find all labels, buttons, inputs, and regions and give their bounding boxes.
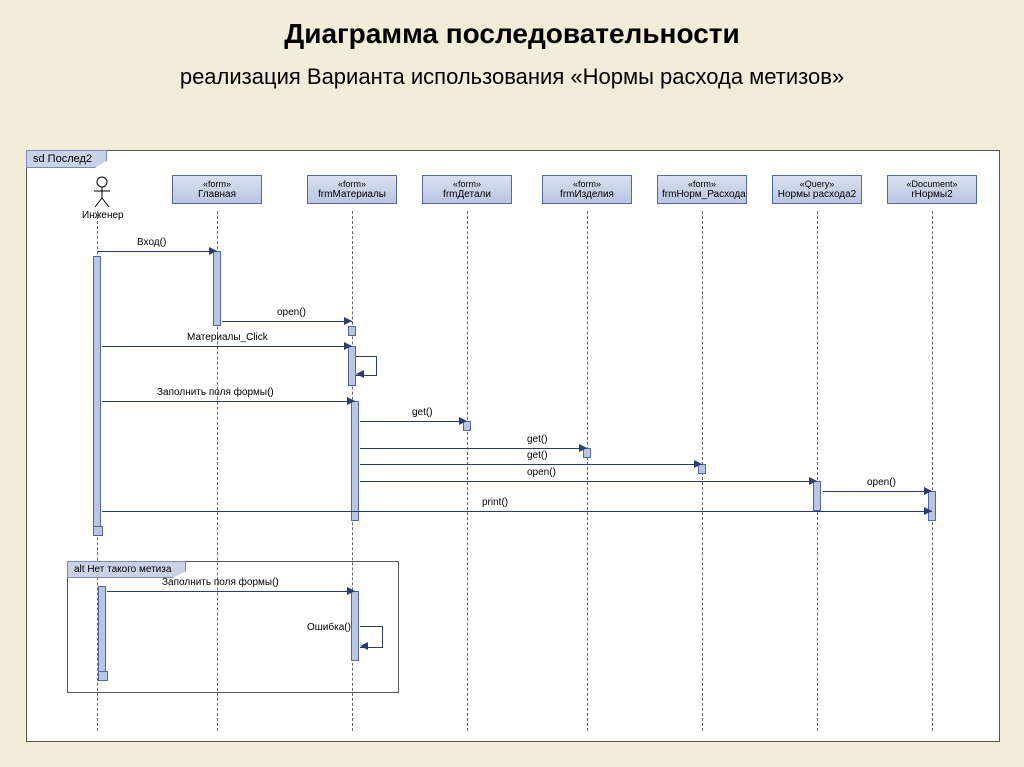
participant-name: Нормы расхода2 (777, 189, 857, 200)
participant-name: frmИзделия (547, 189, 627, 200)
actor-label: Инженер (82, 210, 122, 221)
message-label: Вход() (137, 237, 166, 248)
participant-box: «form»frmИзделия (542, 175, 632, 204)
participant-name: frmМатериалы (312, 189, 392, 200)
message-line (102, 346, 352, 347)
message-label: Материалы_Click (187, 332, 268, 343)
message-line (360, 448, 587, 449)
lifeline (467, 211, 468, 731)
message-line (360, 481, 817, 482)
activation-bar (928, 491, 936, 521)
participant-name: Главная (177, 189, 257, 200)
activation-bar (348, 346, 356, 386)
message-line (222, 321, 352, 322)
activation-bar (351, 401, 359, 521)
arrowhead-icon (209, 247, 217, 255)
arrowhead-icon (356, 370, 364, 378)
arrowhead-icon (924, 487, 932, 495)
participant-box: «form»frmМатериалы (307, 175, 397, 204)
message-label: get() (527, 450, 548, 461)
return-marker (93, 526, 103, 536)
arrowhead-icon (579, 444, 587, 452)
activation-bar (348, 326, 356, 336)
page-subtitle: реализация Варианта использования «Нормы… (0, 50, 1024, 90)
arrowhead-icon (694, 460, 702, 468)
arrowhead-icon (347, 397, 355, 405)
message-label: Заполнить поля формы() (157, 387, 274, 398)
participant-name: frmНорм_Расхода (662, 189, 742, 200)
message-line (102, 401, 355, 402)
participant-box: «form»frmНорм_Расхода (657, 175, 747, 204)
arrowhead-icon (344, 342, 352, 350)
alt-fragment: alt Нет такого метиза (67, 561, 399, 693)
stereotype-label: «form» (177, 179, 257, 189)
message-label: get() (527, 434, 548, 445)
participant-name: rНормы2 (892, 189, 972, 200)
lifeline (932, 211, 933, 731)
message-label: open() (867, 477, 896, 488)
sequence-diagram: sd Послед2 Инженер «form»Главная«form»fr… (26, 150, 1000, 742)
message-label: open() (527, 467, 556, 478)
activation-bar (213, 251, 221, 326)
message-label: print() (482, 497, 508, 508)
message-line (102, 511, 932, 512)
message-label: open() (277, 307, 306, 318)
participant-box: «Document»rНормы2 (887, 175, 977, 204)
stereotype-label: «form» (312, 179, 392, 189)
message-line (360, 421, 467, 422)
lifeline (587, 211, 588, 731)
actor-stickman-icon (92, 176, 112, 208)
activation-bar (93, 256, 101, 531)
message-line (360, 464, 702, 465)
arrowhead-icon (809, 477, 817, 485)
stereotype-label: «form» (547, 179, 627, 189)
sd-frame-label: sd Послед2 (26, 150, 107, 168)
return-marker (98, 671, 108, 681)
stereotype-label: «form» (427, 179, 507, 189)
participant-box: «form»Главная (172, 175, 262, 204)
alt-label: alt Нет такого метиза (67, 561, 186, 578)
message-line (97, 251, 217, 252)
stereotype-label: «Query» (777, 179, 857, 189)
arrowhead-icon (459, 417, 467, 425)
message-label: get() (412, 407, 433, 418)
activation-bar (813, 481, 821, 511)
arrowhead-icon (344, 317, 352, 325)
participant-name: frmДетали (427, 189, 507, 200)
page-title: Диаграмма последовательности (0, 0, 1024, 50)
participant-box: «form»frmДетали (422, 175, 512, 204)
actor-engineer: Инженер (82, 176, 122, 221)
stereotype-label: «form» (662, 179, 742, 189)
stereotype-label: «Document» (892, 179, 972, 189)
participant-box: «Query»Нормы расхода2 (772, 175, 862, 204)
message-line (823, 491, 932, 492)
arrowhead-icon (924, 507, 932, 515)
lifeline (817, 211, 818, 731)
